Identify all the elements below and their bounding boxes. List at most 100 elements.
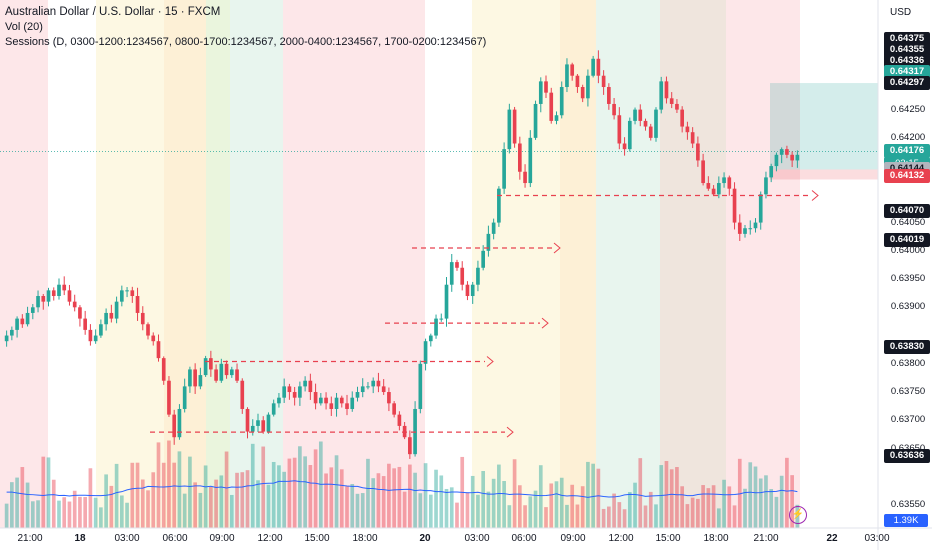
session-band: [230, 0, 283, 528]
candle: [266, 414, 271, 432]
volume-bar: [638, 458, 643, 528]
candle: [648, 126, 653, 138]
candle: [460, 267, 465, 285]
time-tick-label: 15:00: [655, 533, 681, 544]
candle: [20, 318, 25, 325]
price-label-badge: 0.64355: [884, 43, 930, 58]
candle: [271, 403, 276, 415]
volume-bar: [580, 486, 585, 528]
volume-bar: [785, 457, 789, 528]
volume-bar: [502, 481, 506, 528]
candle: [25, 312, 30, 325]
volume-bar: [486, 491, 491, 528]
volume-bar: [83, 497, 88, 528]
candle: [486, 233, 491, 251]
volume-bar: [711, 485, 716, 528]
volume-bar: [324, 473, 328, 528]
volume-bar: [229, 494, 234, 528]
volume-bar: [339, 469, 344, 528]
volume-bar: [727, 486, 732, 528]
candle: [764, 177, 768, 195]
volume-bar: [538, 465, 543, 528]
candle: [612, 103, 616, 116]
candle: [690, 132, 695, 144]
time-tick-label: 18:00: [352, 533, 378, 544]
candle: [371, 380, 376, 387]
volume-bar: [716, 508, 721, 528]
volume-bar: [570, 484, 575, 528]
candle: [214, 369, 218, 381]
session-level-arrow: [506, 426, 514, 438]
candle: [324, 397, 328, 404]
candle: [575, 75, 580, 88]
volume-bar: [209, 486, 213, 528]
candle: [104, 312, 108, 325]
volume-bar: [680, 486, 685, 528]
candle: [654, 109, 658, 138]
volume-bar: [722, 479, 726, 528]
candle: [790, 154, 794, 161]
volume-bar: [669, 469, 674, 528]
candle: [177, 408, 182, 438]
time-tick-label: 12:00: [257, 533, 283, 544]
session-level-arrow: [811, 190, 819, 201]
candle: [769, 166, 774, 178]
volume-bar: [774, 496, 779, 528]
candle: [596, 58, 601, 76]
volume-bar: [104, 474, 108, 528]
candle: [256, 420, 260, 426]
candle: [146, 324, 150, 336]
candle: [732, 188, 737, 223]
session-band: [660, 0, 726, 528]
volume-bar: [413, 472, 417, 528]
volume-bar: [308, 465, 313, 528]
lightning-icon[interactable]: ⚡: [789, 506, 807, 524]
candle: [659, 81, 664, 110]
candle: [512, 109, 517, 144]
volume-bar: [397, 466, 402, 528]
volume-bar: [172, 462, 177, 528]
candle: [376, 380, 381, 387]
symbol-title[interactable]: Australian Dollar / U.S. Dollar · 15 · F…: [5, 6, 221, 18]
price-tick-label: 0.64050: [890, 216, 926, 228]
position-stop-zone: [770, 169, 878, 180]
price-tick-label: 0.63800: [890, 357, 926, 369]
session-band: [0, 0, 48, 528]
volume-bar: [182, 493, 187, 528]
candle: [313, 392, 318, 404]
volume-bar: [779, 475, 784, 528]
position-target-zone: [770, 83, 878, 170]
candle: [282, 386, 287, 398]
price-label-badge: 0.64019: [884, 233, 930, 248]
candle: [785, 149, 789, 155]
session-band: [164, 0, 206, 528]
volume-bar: [675, 467, 679, 528]
volume-bar: [701, 485, 705, 528]
candle: [627, 120, 632, 150]
session-band: [425, 0, 472, 528]
price-label-badge: 0.64317: [884, 64, 930, 79]
candle: [193, 369, 197, 387]
candle: [533, 103, 538, 138]
candle: [355, 392, 360, 398]
candle: [737, 222, 742, 234]
candle: [235, 369, 239, 381]
session-band: [96, 0, 164, 528]
candle: [4, 335, 9, 342]
volume-bar: [256, 480, 260, 528]
volume-bar: [659, 465, 664, 528]
session-band: [206, 0, 230, 528]
candle: [507, 109, 512, 150]
volume-bar: [559, 477, 564, 528]
candle: [51, 290, 56, 297]
volume-bar: [654, 504, 658, 528]
candle: [292, 392, 297, 398]
volume-indicator-label[interactable]: Vol (20): [5, 21, 43, 33]
candle: [182, 386, 187, 409]
sessions-indicator-label[interactable]: Sessions (D, 0300-1200:1234567, 0800-170…: [5, 36, 487, 48]
volume-bar: [235, 472, 239, 528]
candle: [470, 284, 475, 297]
volume-bar: [355, 493, 360, 528]
currency-label[interactable]: USD: [890, 7, 912, 18]
